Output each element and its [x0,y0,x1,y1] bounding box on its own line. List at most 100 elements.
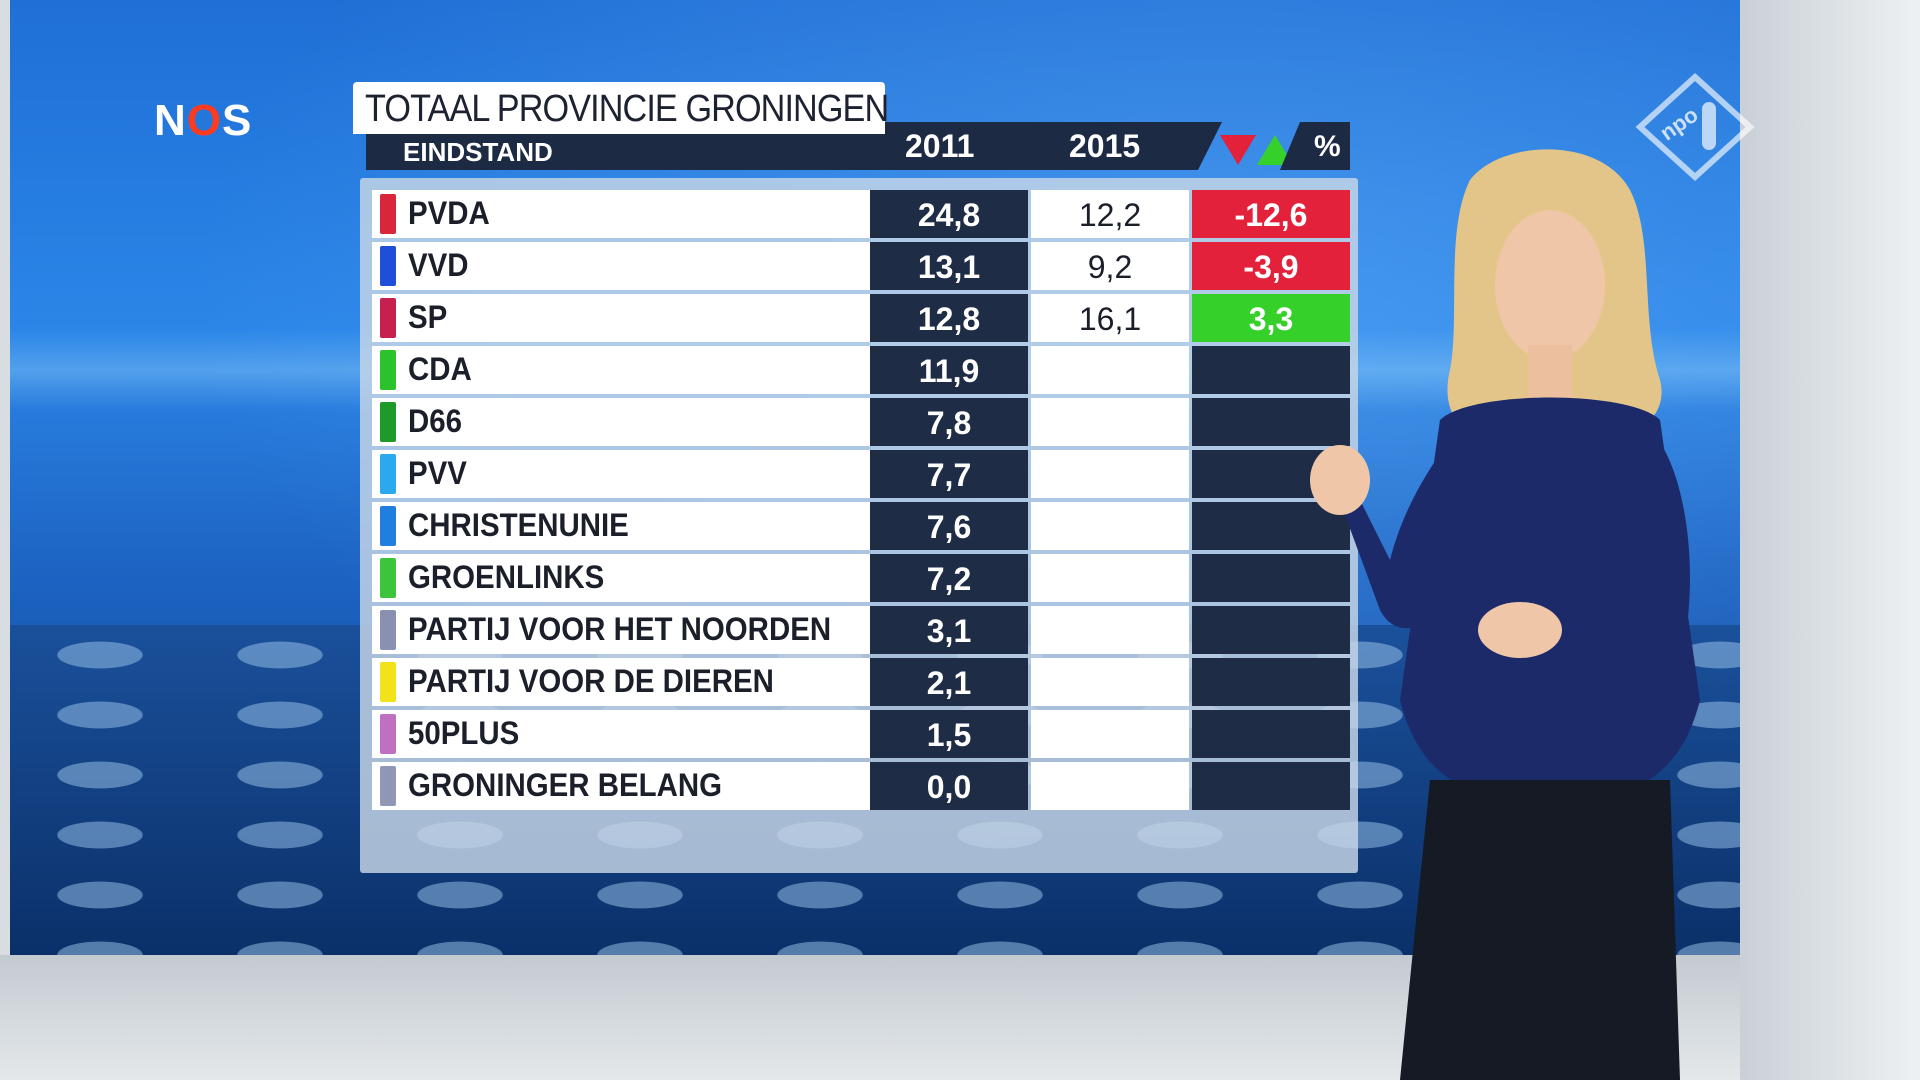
result-2011: 0,0 [926,769,972,805]
result-2011: 12,8 [917,301,981,337]
result-2015-cell [1031,450,1189,498]
party-color-swatch [380,766,396,806]
result-2015-cell [1031,502,1189,550]
result-row: PARTIJ VOOR HET NOORDEN 3,1 [372,606,1350,654]
result-2011-cell: 7,2 [870,554,1028,602]
result-diff-cell [1192,710,1350,758]
result-diff-cell [1192,346,1350,394]
result-2015-cell [1031,710,1189,758]
party-name: PARTIJ VOOR DE DIEREN [408,663,774,699]
result-2011-cell: 7,8 [870,398,1028,446]
result-2011-cell: 13,1 [870,242,1028,290]
result-2011-cell: 7,6 [870,502,1028,550]
result-row: PVV 7,7 [372,450,1350,498]
party-name: CHRISTENUNIE [408,507,629,543]
party-cell: PARTIJ VOOR HET NOORDEN [372,606,870,654]
result-diff: 3,3 [1248,301,1294,337]
result-2011: 11,9 [918,353,980,389]
result-2015-cell [1031,346,1189,394]
result-2011-cell: 24,8 [870,190,1028,238]
party-name: D66 [408,403,463,439]
result-diff-cell [1192,658,1350,706]
result-diff-cell: -3,9 [1192,242,1350,290]
studio-wall-right [1740,0,1920,1080]
title-box [353,82,885,134]
party-cell: PARTIJ VOOR DE DIEREN [372,658,870,706]
result-row: CDA 11,9 [372,346,1350,394]
loss-triangle-icon [1220,135,1256,165]
result-2011-cell: 0,0 [870,762,1028,810]
party-color-swatch [380,506,396,546]
result-row: PARTIJ VOOR DE DIEREN 2,1 [372,658,1350,706]
result-row: GROENLINKS 7,2 [372,554,1350,602]
party-cell: GRONINGER BELANG [372,762,870,810]
result-diff-cell [1192,606,1350,654]
party-color-swatch [380,610,396,650]
party-cell: SP [372,294,870,342]
party-name: GRONINGER BELANG [408,767,723,803]
party-name: PARTIJ VOOR HET NOORDEN [408,611,832,647]
party-cell: 50PLUS [372,710,870,758]
party-color-swatch [380,714,396,754]
result-2011: 7,7 [926,457,972,493]
result-2011: 13,1 [917,249,981,285]
result-2011-cell: 1,5 [870,710,1028,758]
party-cell: PVV [372,450,870,498]
result-2011-cell: 3,1 [870,606,1028,654]
result-row: PVDA 24,8 12,2 -12,6 [372,190,1350,238]
result-2015: 12,2 [1078,197,1142,233]
result-row: SP 12,8 16,1 3,3 [372,294,1350,342]
result-diff-cell: 3,3 [1192,294,1350,342]
result-2015-cell [1031,398,1189,446]
result-row: VVD 13,1 9,2 -3,9 [372,242,1350,290]
board-title: TOTAAL PROVINCIE GRONINGEN [365,88,889,130]
presenter [1310,149,1700,1080]
result-2015-cell [1031,554,1189,602]
board-subtitle: EINDSTAND [403,137,553,167]
party-cell: GROENLINKS [372,554,870,602]
result-diff: -12,6 [1234,197,1308,233]
party-cell: PVDA [372,190,870,238]
party-cell: D66 [372,398,870,446]
result-row: GRONINGER BELANG 0,0 [372,762,1350,810]
result-2011-cell: 12,8 [870,294,1028,342]
party-color-swatch [380,298,396,338]
result-2015-cell: 16,1 [1031,294,1189,342]
nos-logo: NOS [154,96,253,145]
result-diff-cell [1192,398,1350,446]
result-2015: 16,1 [1078,301,1142,337]
result-diff-cell: -12,6 [1192,190,1350,238]
npo1-logo-icon: npo [1635,72,1755,182]
party-name: GROENLINKS [408,559,605,595]
party-cell: CHRISTENUNIE [372,502,870,550]
party-cell: VVD [372,242,870,290]
party-name: SP [408,299,448,335]
result-2011-cell: 7,7 [870,450,1028,498]
result-2011: 7,8 [926,405,972,441]
result-2015: 9,2 [1087,249,1133,285]
party-color-swatch [380,246,396,286]
party-color-swatch [380,194,396,234]
result-diff-cell [1192,554,1350,602]
result-row: CHRISTENUNIE 7,6 [372,502,1350,550]
result-row: D66 7,8 [372,398,1350,446]
result-row: 50PLUS 1,5 [372,710,1350,758]
pct-header-cap [1280,122,1300,170]
result-2015-cell [1031,606,1189,654]
result-diff: -3,9 [1243,249,1299,285]
result-2015-cell [1031,658,1189,706]
party-color-swatch [380,558,396,598]
result-2011-cell: 2,1 [870,658,1028,706]
result-2011: 2,1 [926,665,972,701]
party-name: PVDA [408,195,490,231]
party-name: VVD [408,247,469,283]
result-2011: 1,5 [926,717,972,753]
party-name: PVV [408,455,467,491]
party-name: 50PLUS [408,715,520,751]
pct-header-box [1300,122,1350,170]
result-diff-cell [1192,502,1350,550]
party-name: CDA [408,351,472,387]
header-year-2011: 2011 [905,128,975,164]
party-color-swatch [380,662,396,702]
party-color-swatch [380,402,396,442]
